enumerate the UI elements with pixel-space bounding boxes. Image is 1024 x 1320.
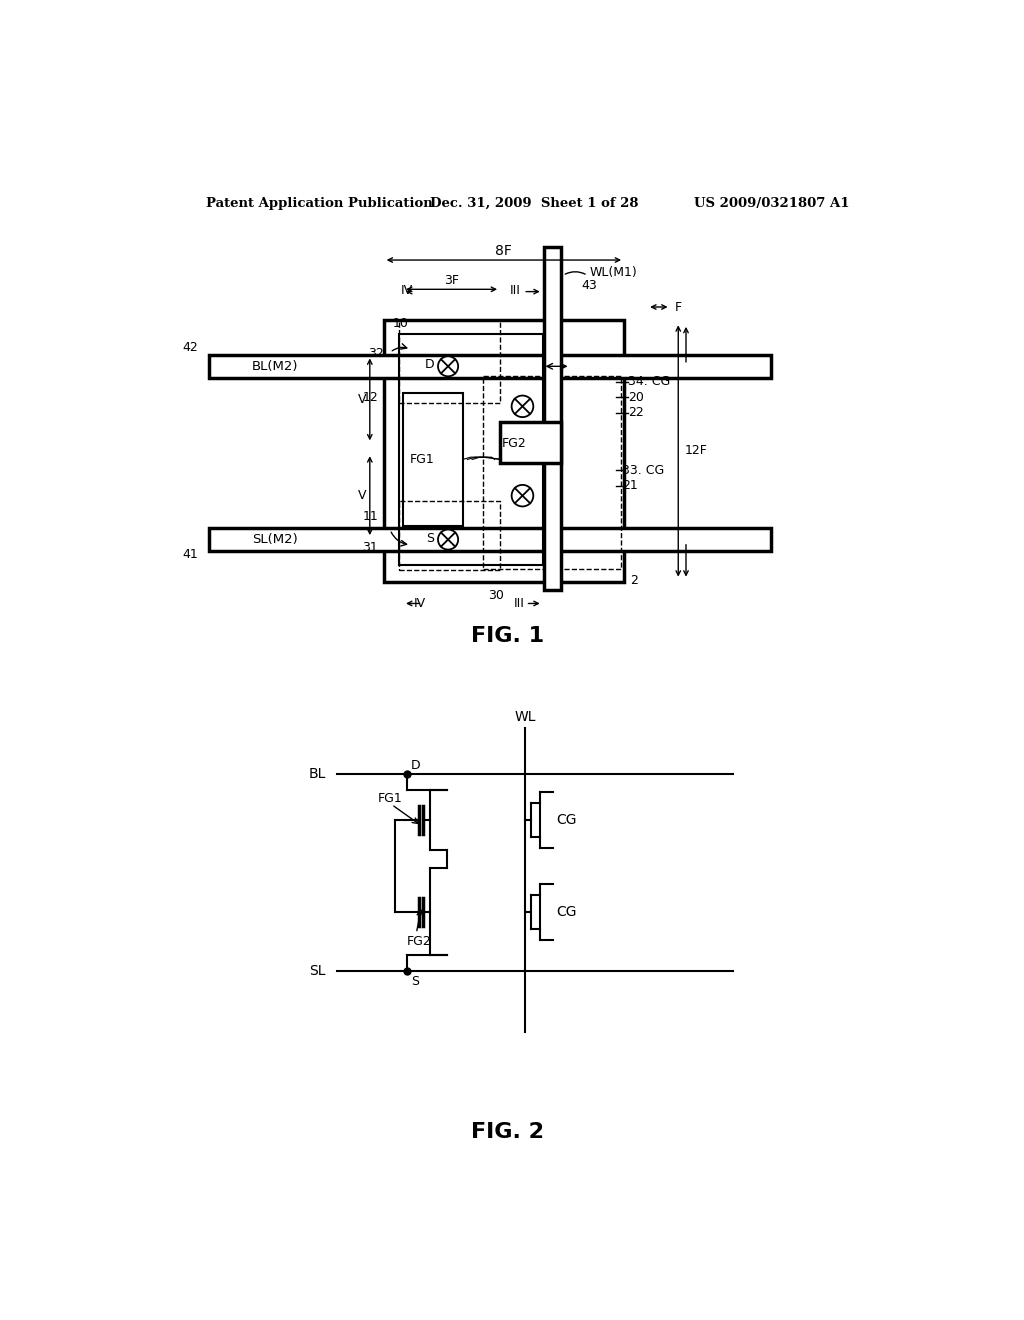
Text: SL: SL bbox=[309, 964, 326, 978]
Text: 41: 41 bbox=[182, 548, 198, 561]
Text: 20: 20 bbox=[628, 391, 644, 404]
Text: 42: 42 bbox=[182, 341, 198, 354]
Text: 31: 31 bbox=[362, 541, 378, 554]
Text: 11: 11 bbox=[362, 510, 378, 523]
Bar bbox=[399, 502, 500, 570]
Text: 2: 2 bbox=[630, 574, 638, 587]
Text: SL(M2): SL(M2) bbox=[252, 533, 298, 546]
Circle shape bbox=[512, 484, 534, 507]
Text: 12: 12 bbox=[362, 391, 378, 404]
Text: D: D bbox=[425, 358, 434, 371]
Circle shape bbox=[438, 529, 458, 549]
Text: WL(M1): WL(M1) bbox=[589, 265, 637, 279]
Text: IV: IV bbox=[414, 597, 426, 610]
Bar bbox=[500, 422, 561, 462]
Bar bbox=[483, 376, 621, 569]
Text: III: III bbox=[510, 284, 521, 297]
Bar bbox=[399, 321, 500, 404]
Text: WL: WL bbox=[514, 710, 536, 723]
Text: BL: BL bbox=[308, 767, 326, 781]
Text: 10: 10 bbox=[393, 317, 409, 330]
Bar bbox=[403, 393, 463, 527]
Bar bbox=[209, 355, 771, 378]
Text: Dec. 31, 2009  Sheet 1 of 28: Dec. 31, 2009 Sheet 1 of 28 bbox=[430, 197, 639, 210]
Text: D: D bbox=[411, 759, 421, 772]
Text: F: F bbox=[675, 301, 682, 314]
Text: 3F: 3F bbox=[444, 273, 460, 286]
Text: III: III bbox=[514, 597, 525, 610]
Text: 8F: 8F bbox=[496, 244, 512, 257]
Text: FIG. 1: FIG. 1 bbox=[471, 626, 545, 645]
Text: V: V bbox=[358, 490, 367, 502]
Text: FIG. 2: FIG. 2 bbox=[471, 1122, 544, 1142]
Text: FG1: FG1 bbox=[410, 453, 434, 466]
Circle shape bbox=[512, 396, 534, 417]
Text: 32: 32 bbox=[368, 347, 384, 360]
Text: BL(M2): BL(M2) bbox=[252, 360, 299, 372]
Text: 34. CG: 34. CG bbox=[628, 375, 670, 388]
Bar bbox=[384, 321, 624, 582]
Text: 12F: 12F bbox=[684, 445, 708, 458]
Text: 30: 30 bbox=[488, 589, 504, 602]
Bar bbox=[209, 528, 771, 552]
Text: 33. CG: 33. CG bbox=[623, 463, 665, 477]
Text: IV: IV bbox=[400, 284, 413, 297]
Text: CG: CG bbox=[556, 813, 577, 826]
Text: S: S bbox=[411, 975, 419, 989]
Text: Patent Application Publication: Patent Application Publication bbox=[206, 197, 432, 210]
Text: 22: 22 bbox=[628, 407, 644, 418]
Text: US 2009/0321807 A1: US 2009/0321807 A1 bbox=[693, 197, 849, 210]
Text: V: V bbox=[358, 393, 367, 407]
Text: FG2: FG2 bbox=[502, 437, 526, 450]
Bar bbox=[544, 247, 561, 590]
Text: FG1: FG1 bbox=[378, 792, 402, 805]
Text: FG2: FG2 bbox=[407, 935, 432, 948]
Text: 43: 43 bbox=[582, 279, 597, 292]
Text: 21: 21 bbox=[623, 479, 638, 492]
Circle shape bbox=[438, 356, 458, 376]
Text: CG: CG bbox=[556, 904, 577, 919]
Bar bbox=[399, 334, 543, 565]
Text: S: S bbox=[426, 532, 434, 545]
